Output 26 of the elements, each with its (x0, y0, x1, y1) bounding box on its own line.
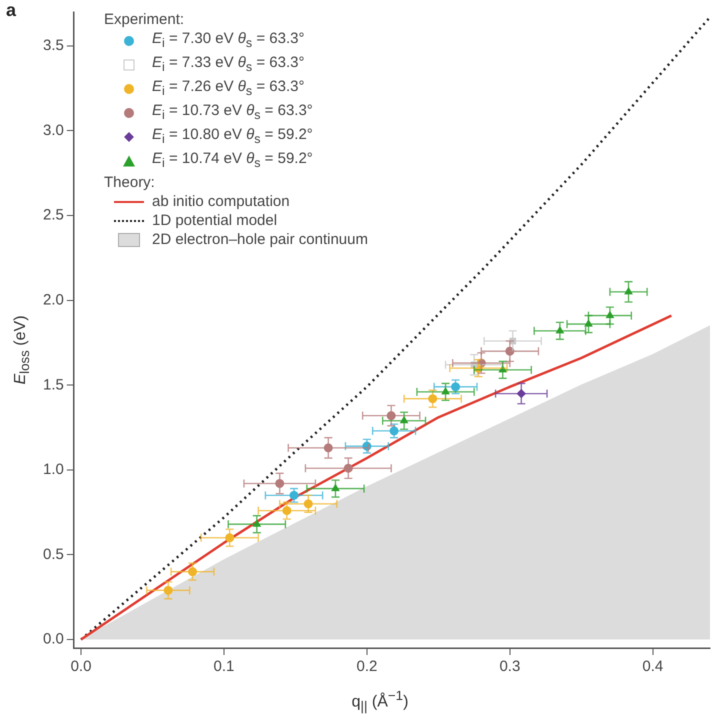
legend-label: E$_{i}$ = 10.73 eV θ$_{s}$ = 63.3° (152, 101, 313, 124)
annotation: Theory: (104, 173, 156, 192)
legend-label: E$_{i}$ = 7.26 eV θ$_{s}$ = 63.3° (152, 77, 304, 100)
legend-label: 2D electron–hole pair continuum (152, 230, 368, 249)
y-tick-label: 3.5 (42, 37, 64, 54)
y-tick-label: 1.0 (42, 461, 64, 478)
x-tick-label: 0.4 (642, 658, 664, 676)
y-tick-label: 3.0 (42, 122, 64, 139)
x-tick-label: 0.1 (214, 658, 234, 676)
y-tick-label: 2.5 (42, 206, 64, 224)
legend-label: E$_{i}$ = 7.33 eV θ$_{s}$ = 63.3° (152, 53, 304, 76)
y-tick-label: 1.5 (42, 376, 64, 394)
legend-label: E$_{i}$ = 7.30 eV θ$_{s}$ = 63.3° (152, 29, 304, 52)
legend-label: E$_{i}$ = 10.80 eV θ$_{s}$ = 59.2° (152, 125, 313, 148)
x-tick-label: 0.3 (499, 658, 520, 676)
y-tick-label: 0.5 (42, 546, 64, 563)
legend-label: ab initio computation (152, 192, 290, 211)
text: a (6, 0, 16, 21)
legend-label: 1D potential model (152, 211, 278, 230)
legend-title: Experiment: (104, 10, 186, 29)
x-tick-label: 0.0 (70, 658, 92, 676)
x-tick-label: 0.2 (356, 658, 378, 676)
y-tick-label: 2.0 (42, 291, 64, 308)
y-tick-label: 0.0 (42, 630, 64, 648)
x-axis-title: q$_{||}$ (Å$^{−1}$) (352, 688, 408, 714)
legend-label: E$_{i}$ = 10.74 eV θ$_{s}$ = 59.2° (152, 149, 313, 172)
